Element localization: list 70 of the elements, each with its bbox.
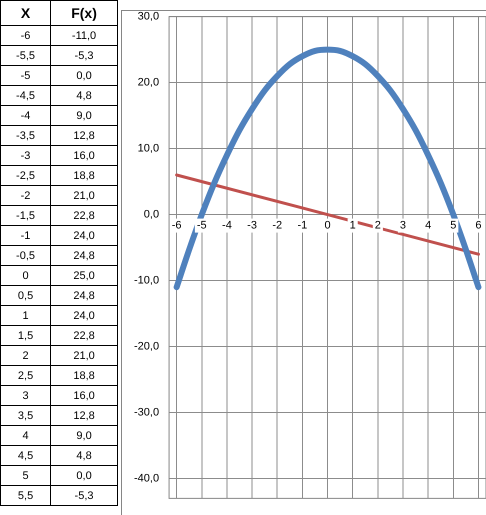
data-label: -11,0 (50, 26, 118, 46)
data-label: -5,3 (50, 486, 118, 506)
x-tick-label: -1 (297, 220, 308, 232)
x-tick-label: -5 (196, 220, 207, 232)
y-tick-label: -3,5 (0, 126, 51, 146)
y-tick-label: -20,0 (134, 340, 160, 353)
data-label: 9,0 (50, 426, 118, 446)
data-label: 16,0 (50, 146, 118, 166)
y-tick-label: 1,5 (0, 326, 51, 346)
y-tick-label: 10,0 (138, 142, 160, 155)
x-tick-label: 3 (400, 220, 406, 232)
data-label: 0,0 (50, 466, 118, 486)
x-tick-label: -4 (222, 220, 232, 232)
x-tick-label: F(x) (50, 0, 118, 26)
y-tick-label: -30,0 (134, 406, 160, 419)
data-label: 24,8 (50, 246, 118, 266)
data-label: 21,0 (50, 186, 118, 206)
data-label: 21,0 (50, 346, 118, 366)
x-tick-label: 6 (475, 220, 482, 232)
y-tick-label: 4,5 (0, 446, 51, 466)
y-tick-label: -4 (0, 106, 51, 126)
y-tick-label: 4 (0, 426, 51, 446)
data-label: 12,8 (50, 406, 118, 426)
data-label: 4,8 (50, 446, 118, 466)
data-label: 24,0 (50, 226, 118, 246)
y-tick-label: 5 (0, 466, 51, 486)
y-axis-title: X (0, 0, 51, 26)
y-tick-label: -6 (0, 26, 51, 46)
data-label: 24,0 (50, 306, 118, 326)
data-label: 0,0 (50, 66, 118, 86)
y-tick-label: 2 (0, 346, 51, 366)
y-tick-label: -5,5 (0, 46, 51, 66)
x-tick-label: 0 (324, 220, 331, 232)
y-tick-label: -10,0 (134, 274, 160, 287)
y-tick-label: -40,0 (134, 472, 160, 485)
y-tick-label: 5,5 (0, 486, 51, 506)
data-label: 18,8 (50, 366, 118, 386)
data-label: 16,0 (50, 386, 118, 406)
y-tick-label: -2,5 (0, 166, 51, 186)
x-tick-label: -6 (172, 220, 182, 232)
data-label: 9,0 (50, 106, 118, 126)
y-tick-label: 30,0 (138, 10, 160, 23)
data-label: 4,8 (50, 86, 118, 106)
y-tick-label: -0,5 (0, 246, 51, 266)
x-tick-label: -3 (247, 220, 257, 232)
data-label: 18,8 (50, 166, 118, 186)
data-label: 25,0 (50, 266, 118, 286)
x-tick-label: -2 (272, 220, 282, 232)
data-label: 22,8 (50, 326, 118, 346)
y-tick-label: 2,5 (0, 366, 51, 386)
y-tick-label: 0,5 (0, 286, 51, 306)
x-tick-label: 2 (374, 220, 381, 232)
y-tick-label: 0 (0, 266, 51, 286)
y-tick-label: -5 (0, 66, 51, 86)
y-tick-label: 1 (0, 306, 51, 326)
data-label: -5,3 (50, 46, 118, 66)
y-tick-label: 3 (0, 386, 51, 406)
y-tick-label: 0,0 (144, 208, 160, 221)
x-tick-label: 5 (450, 220, 456, 232)
y-tick-label: -4,5 (0, 86, 51, 106)
data-label: 12,8 (50, 126, 118, 146)
y-tick-label: -3 (0, 146, 51, 166)
y-tick-label: -2 (0, 186, 51, 206)
data-label: 22,8 (50, 206, 118, 226)
y-tick-label: 3,5 (0, 406, 51, 426)
y-tick-label: -1,5 (0, 206, 51, 226)
data-label: 24,8 (50, 286, 118, 306)
x-tick-label: 4 (425, 220, 432, 232)
x-tick-label: 1 (350, 220, 356, 232)
y-tick-label: 20,0 (138, 76, 160, 89)
